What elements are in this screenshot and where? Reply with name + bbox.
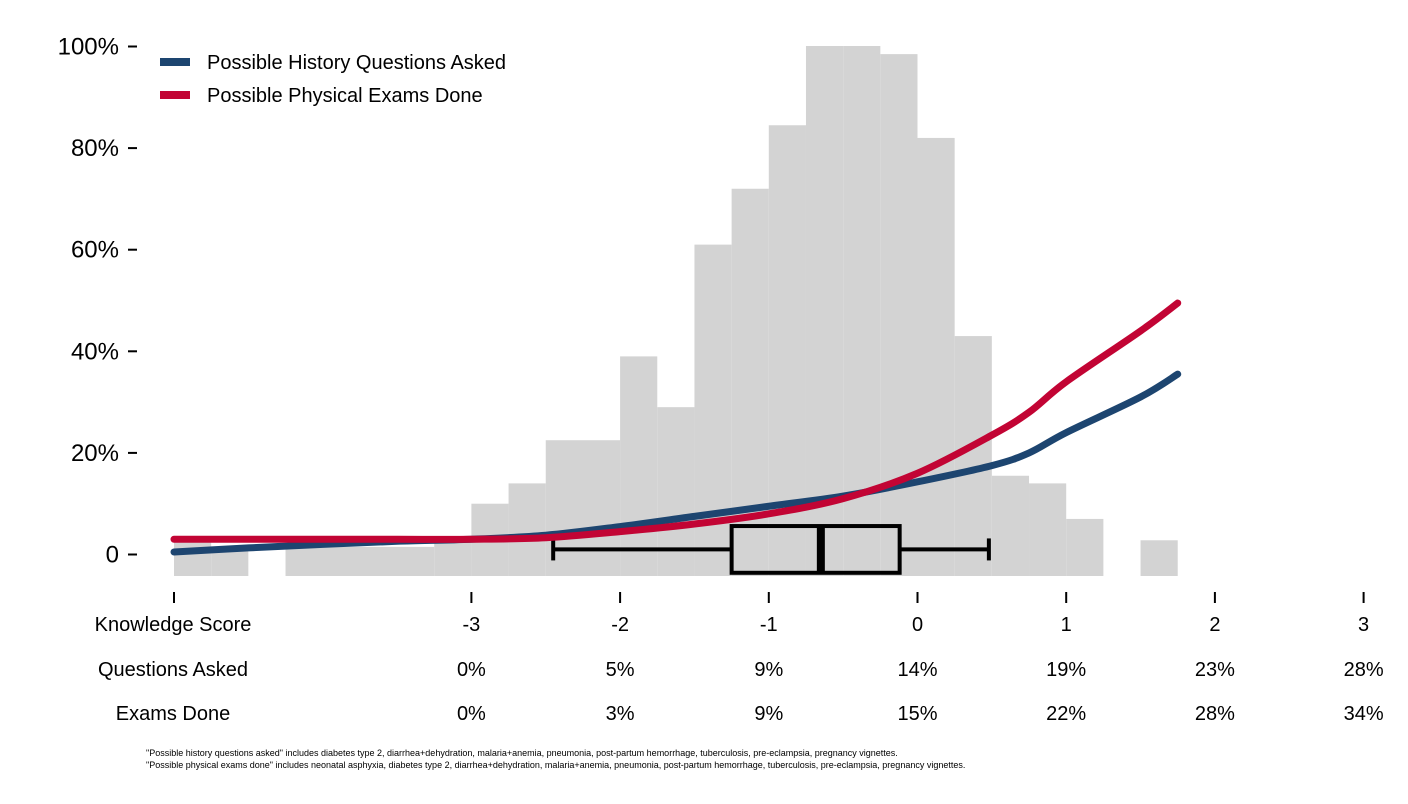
legend-label-0: Possible History Questions Asked bbox=[207, 52, 506, 74]
y-tick-label-3: 60% bbox=[71, 237, 119, 264]
footnote-0: "Possible history questions asked" inclu… bbox=[146, 748, 898, 758]
table-cell-1-1: 0% bbox=[457, 659, 486, 681]
table-cell-2-6: 28% bbox=[1195, 703, 1235, 725]
footnotes: "Possible history questions asked" inclu… bbox=[146, 748, 965, 770]
histogram-bar-20 bbox=[1140, 540, 1178, 576]
boxplot bbox=[551, 524, 991, 575]
table-cell-2-1: 0% bbox=[457, 703, 486, 725]
y-tick-label-0: 0 bbox=[106, 542, 119, 569]
legend-label-1: Possible Physical Exams Done bbox=[207, 85, 483, 107]
histogram-bar-6 bbox=[545, 440, 621, 576]
histogram bbox=[174, 46, 1178, 577]
y-axis: 0 20% 40% 60% 80% 100% bbox=[58, 34, 137, 569]
table-row-label-1: Questions Asked bbox=[98, 659, 248, 681]
y-tick-label-1: 20% bbox=[71, 440, 119, 467]
histogram-bar-3 bbox=[434, 540, 472, 576]
table-cell-1-7: 28% bbox=[1344, 659, 1384, 681]
table-cell-0-6: 2 bbox=[1209, 614, 1220, 636]
series-lines bbox=[170, 299, 1182, 556]
table-cell-1-3: 9% bbox=[754, 659, 783, 681]
histogram-bar-7 bbox=[620, 356, 658, 576]
histogram-bar-5 bbox=[508, 483, 546, 576]
histogram-bar-17 bbox=[991, 475, 1030, 576]
table-row-label-0: Knowledge Score bbox=[95, 614, 252, 636]
table-cell-0-7: 3 bbox=[1358, 614, 1369, 636]
table-cell-2-7: 34% bbox=[1344, 703, 1384, 725]
histogram-bar-18 bbox=[1029, 483, 1067, 576]
table-cell-1-4: 14% bbox=[897, 659, 937, 681]
histogram-bar-19 bbox=[1066, 518, 1104, 576]
table-cell-0-3: -1 bbox=[760, 614, 778, 636]
footnote-1: "Possible physical exams done" includes … bbox=[146, 760, 965, 770]
y-tick-label-4: 80% bbox=[71, 135, 119, 162]
table-row-label-2: Exams Done bbox=[116, 703, 231, 725]
table-cell-0-1: -3 bbox=[463, 614, 481, 636]
table-cell-2-5: 22% bbox=[1046, 703, 1086, 725]
histogram-bar-14 bbox=[880, 54, 918, 577]
y-tick-label-2: 40% bbox=[71, 338, 119, 365]
score-table: Knowledge Score -3 -2 -1 0 1 2 3 Questions Asked… bbox=[95, 614, 1384, 725]
table-cell-2-2: 3% bbox=[606, 703, 635, 725]
y-tick-label-5: 100% bbox=[58, 34, 119, 61]
histogram-bar-2 bbox=[285, 546, 435, 576]
table-cell-0-4: 0 bbox=[912, 614, 923, 636]
table-cell-0-2: -2 bbox=[611, 614, 629, 636]
series-line-1 bbox=[170, 299, 1182, 543]
series-line-0 bbox=[170, 370, 1182, 556]
histogram-bar-12 bbox=[805, 46, 844, 576]
table-cell-1-6: 23% bbox=[1195, 659, 1235, 681]
box-iqr bbox=[729, 524, 902, 575]
table-cell-0-5: 1 bbox=[1061, 614, 1072, 636]
histogram-bar-16 bbox=[954, 336, 992, 576]
table-cell-1-2: 5% bbox=[606, 659, 635, 681]
table-cell-2-4: 15% bbox=[897, 703, 937, 725]
histogram-bar-15 bbox=[917, 137, 955, 576]
table-cell-1-5: 19% bbox=[1046, 659, 1086, 681]
legend: Possible History Questions Asked Possible… bbox=[160, 52, 506, 107]
x-axis bbox=[173, 592, 1365, 603]
table-cell-2-3: 9% bbox=[754, 703, 783, 725]
